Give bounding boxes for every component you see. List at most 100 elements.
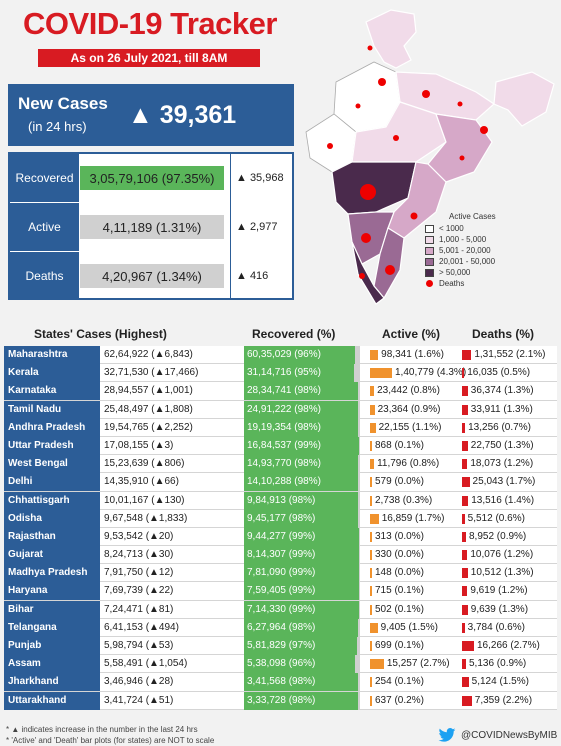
deaths-text: 10,512 (1.3%) xyxy=(470,567,534,579)
legend-swatch xyxy=(425,224,434,233)
table-row: Odisha 9,67,548 (▲1,833) 9,45,177 (98%) 16,… xyxy=(4,509,557,528)
recovered-bar: 60,35,029 (96%) xyxy=(244,346,360,364)
twitter-icon xyxy=(438,728,456,742)
death-markers xyxy=(327,45,488,279)
recovered-fill xyxy=(244,436,359,455)
legend-swatch xyxy=(425,257,434,266)
legend-label: 20,001 - 50,000 xyxy=(439,257,496,266)
map-northeast xyxy=(493,71,555,127)
state-name: Bihar xyxy=(4,600,100,619)
handle-text: @COVIDNewsByMIB xyxy=(461,729,558,741)
deaths-bar xyxy=(462,550,468,561)
state-cases: 6,41,153 (▲494) xyxy=(104,621,179,633)
active-text: 23,364 (0.9%) xyxy=(377,403,441,415)
death-marker-up xyxy=(422,90,430,98)
recovered-text: 24,91,222 (98%) xyxy=(247,403,321,415)
deaths-text: 22,750 (1.3%) xyxy=(470,439,534,451)
state-name: Haryana xyxy=(4,582,100,601)
recovered-fill xyxy=(244,546,359,565)
recovered-text: 8,14,307 (99%) xyxy=(247,549,316,561)
active-text: 330 (0.0%) xyxy=(375,549,424,561)
death-marker-gujarat xyxy=(327,143,333,149)
recovered-delta: ▲ 35,968 xyxy=(236,172,284,184)
recovered-bar: 19,19,354 (98%) xyxy=(244,418,360,437)
deaths-bar xyxy=(462,641,474,651)
deaths-text: 3,784 (0.6%) xyxy=(467,621,525,633)
deaths-text: 25,043 (1.7%) xyxy=(472,476,536,488)
deaths-bar xyxy=(462,659,466,670)
table-row: Chhattisgarh 10,01,167 (▲130) 9,84,913 (98… xyxy=(4,491,557,510)
table-row: Assam 5,58,491 (▲1,054) 5,38,098 (96%) 15,2… xyxy=(4,655,557,674)
table-row: Tamil Nadu 25,48,497 (▲1,808) 24,91,222 (9… xyxy=(4,400,557,419)
death-marker-kerala xyxy=(359,273,365,279)
active-bar xyxy=(370,550,372,561)
state-cases: 28,94,557 (▲1,001) xyxy=(104,385,193,397)
active-text: 637 (0.2%) xyxy=(375,694,424,706)
recovered-text: 7,14,330 (99%) xyxy=(247,603,316,615)
new-cases-value: ▲ 39,361 xyxy=(128,101,237,129)
deaths-text: 13,256 (0.7%) xyxy=(468,421,531,433)
table-row: Telangana 6,41,153 (▲494) 6,27,964 (98%) 9,… xyxy=(4,618,557,637)
table-row: Punjab 5,98,794 (▲53) 5,81,829 (97%) 699 (0… xyxy=(4,637,557,656)
recovered-bar: 16,84,537 (99%) xyxy=(244,436,360,455)
recovered-value: 3,05,79,106 (97.35%) xyxy=(80,166,224,190)
table-row: Uttar Pradesh 17,08,155 (▲3) 16,84,537 (99… xyxy=(4,436,557,456)
death-marker-wb xyxy=(480,126,488,134)
death-dot-icon xyxy=(426,280,433,287)
legend-title: Active Cases xyxy=(449,212,496,221)
death-marker-odisha xyxy=(459,155,465,161)
page-title: COVID-19 Tracker xyxy=(23,6,277,41)
recovered-fill xyxy=(244,455,358,474)
active-text: 2,738 (0.3%) xyxy=(375,494,433,506)
active-bar xyxy=(370,459,375,470)
recovered-fill xyxy=(244,509,358,528)
death-marker-mp xyxy=(393,135,399,141)
death-marker-rajasthan xyxy=(355,103,361,109)
state-name: Rajasthan xyxy=(4,527,100,546)
recovered-fill xyxy=(244,382,358,401)
active-text: 502 (0.1%) xyxy=(375,603,424,615)
recovered-bar: 3,33,728 (98%) xyxy=(244,691,360,710)
legend-label: > 50,000 xyxy=(439,268,471,277)
recovered-bar: 8,14,307 (99%) xyxy=(244,546,360,565)
legend-swatch xyxy=(425,246,434,255)
header-active: Active (%) xyxy=(382,327,441,341)
recovered-text: 9,44,277 (99%) xyxy=(247,530,316,542)
state-cases: 9,53,542 (▲20) xyxy=(104,530,174,542)
active-text: 699 (0.1%) xyxy=(375,640,424,651)
recovered-text: 9,45,177 (98%) xyxy=(247,512,316,524)
deaths-bar xyxy=(462,477,470,488)
recovered-label: Recovered xyxy=(10,154,79,202)
active-bar xyxy=(370,350,379,360)
recovered-text: 14,93,770 (98%) xyxy=(247,458,321,470)
deaths-text: 1,31,552 (2.1%) xyxy=(474,349,546,360)
state-cases: 7,69,739 (▲22) xyxy=(104,585,174,597)
recovered-fill xyxy=(244,400,358,419)
death-marker-bihar xyxy=(457,101,463,107)
recovered-bar: 31,14,716 (95%) xyxy=(244,364,360,383)
twitter-handle[interactable]: @COVIDNewsByMIB xyxy=(438,728,557,742)
active-text: 22,155 (1.1%) xyxy=(378,421,442,433)
recovered-bar: 9,45,177 (98%) xyxy=(244,509,360,528)
deaths-bar xyxy=(462,350,472,360)
map-legend: Active Cases < 1000 1,000 - 5,000 5,001 - … xyxy=(415,212,545,289)
legend-item: 20,001 - 50,000 xyxy=(425,256,545,267)
active-label: Active xyxy=(10,203,79,251)
legend-swatch xyxy=(425,235,434,244)
deaths-text: 5,512 (0.6%) xyxy=(467,512,525,524)
state-cases: 14,35,910 (▲66) xyxy=(104,476,179,488)
new-cases-panel: New Cases (in 24 hrs) ▲ 39,361 xyxy=(8,84,294,146)
footnote-increase: * ▲ indicates increase in the number in … xyxy=(6,725,198,734)
deaths-bar xyxy=(462,422,466,433)
deaths-delta: ▲ 416 xyxy=(236,270,269,282)
new-cases-label: New Cases xyxy=(18,94,108,113)
active-bar xyxy=(370,677,372,688)
state-cases: 9,67,548 (▲1,833) xyxy=(104,512,188,524)
legend-item: > 50,000 xyxy=(425,267,545,278)
table-row: Bihar 7,24,471 (▲81) 7,14,330 (99%) 502 (0.… xyxy=(4,600,557,619)
recovered-bar: 5,38,098 (96%) xyxy=(244,655,360,674)
active-bar xyxy=(370,368,392,379)
state-cases: 32,71,530 (▲17,466) xyxy=(104,367,199,379)
deaths-text: 7,359 (2.2%) xyxy=(474,694,533,706)
recovered-text: 16,84,537 (99%) xyxy=(247,439,321,451)
